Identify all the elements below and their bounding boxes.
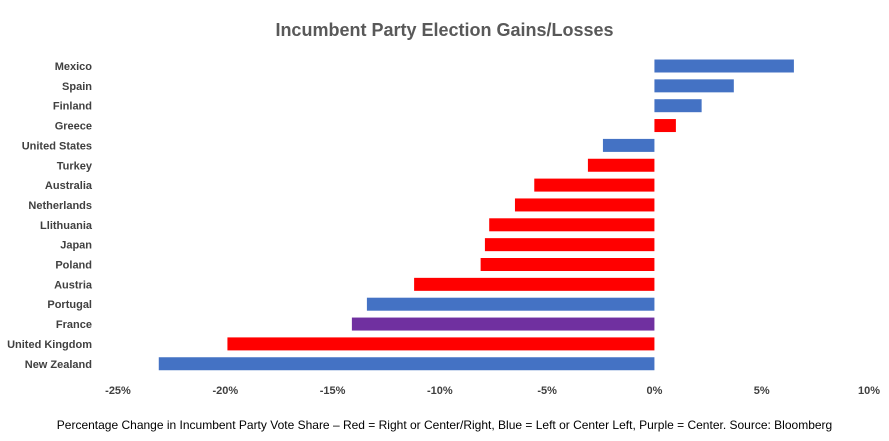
x-tick-labels-group: -25% -20% -15% -10% -5% 0% 5% 10% xyxy=(105,385,880,397)
bar-austria xyxy=(414,277,655,291)
bar-netherlands xyxy=(514,198,655,212)
bar-poland xyxy=(480,258,655,271)
category-label-netherlands: Netherlands xyxy=(28,200,92,212)
category-label-austria: Austria xyxy=(54,279,93,291)
category-label-llithuania: Llithuania xyxy=(40,220,93,232)
bar-turkey xyxy=(587,158,655,172)
x-tick-label: -5% xyxy=(537,385,557,397)
x-tick-label: -10% xyxy=(427,385,453,397)
category-label-france: France xyxy=(56,319,92,331)
category-label-portugal: Portugal xyxy=(47,299,92,311)
bar-united-states xyxy=(602,138,655,152)
category-label-japan: Japan xyxy=(60,240,92,252)
x-tick-label: -25% xyxy=(105,385,131,397)
category-label-united-kingdom: United Kingdom xyxy=(7,339,92,351)
bar-japan xyxy=(484,238,655,252)
x-tick-label: -15% xyxy=(320,385,346,397)
x-tick-label: 0% xyxy=(646,385,662,397)
category-label-greece: Greece xyxy=(55,121,92,133)
category-label-united-states: United States xyxy=(22,140,92,152)
chart-title: Incumbent Party Election Gains/Losses xyxy=(275,20,614,40)
bar-finland xyxy=(654,99,702,113)
bar-llithuania xyxy=(489,218,655,232)
category-label-turkey: Turkey xyxy=(57,160,93,172)
category-label-poland: Poland xyxy=(55,260,92,272)
bar-portugal xyxy=(366,297,655,311)
category-label-new-zealand: New Zealand xyxy=(25,359,92,371)
category-label-spain: Spain xyxy=(62,81,92,93)
bar-united-kingdom xyxy=(227,337,655,351)
bar-france xyxy=(351,317,655,331)
x-tick-label: 10% xyxy=(858,385,880,397)
category-label-finland: Finland xyxy=(53,101,92,113)
bar-mexico xyxy=(654,59,794,73)
bar-greece xyxy=(654,119,676,133)
bar-spain xyxy=(654,79,734,93)
bar-australia xyxy=(534,178,655,192)
category-label-australia: Australia xyxy=(45,180,93,192)
category-labels-group: Mexico Spain Finland Greece United States Tur… xyxy=(7,61,93,371)
bars-group xyxy=(158,59,794,371)
category-label-mexico: Mexico xyxy=(55,61,93,73)
bar-new-zealand xyxy=(158,357,655,371)
x-axis-caption: Percentage Change in Incumbent Party Vot… xyxy=(56,418,833,432)
x-tick-label: -20% xyxy=(212,385,238,397)
x-tick-label: 5% xyxy=(754,385,770,397)
